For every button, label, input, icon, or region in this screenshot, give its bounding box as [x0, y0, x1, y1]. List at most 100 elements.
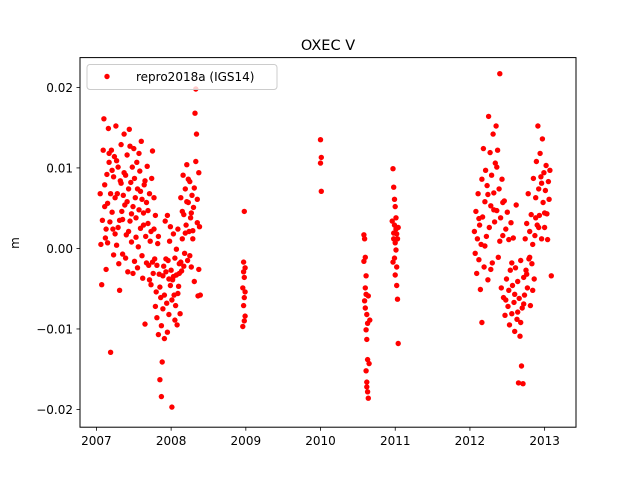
data-point: [97, 191, 103, 197]
data-point: [99, 217, 106, 223]
data-point: [176, 270, 182, 277]
data-point: [533, 195, 539, 201]
data-point: [500, 232, 506, 239]
data-point: [113, 242, 120, 248]
legend-label: repro2018a (IGS14): [136, 70, 254, 84]
data-point: [140, 222, 147, 228]
data-point: [364, 389, 371, 395]
data-point: [125, 186, 132, 192]
data-point: [363, 327, 369, 333]
data-point: [170, 231, 177, 237]
data-point: [128, 179, 134, 186]
data-point: [136, 150, 142, 157]
data-point: [494, 164, 500, 170]
data-point: [191, 185, 197, 191]
data-point: [474, 270, 480, 277]
data-point: [391, 255, 398, 261]
data-point: [362, 305, 368, 311]
data-point: [182, 230, 188, 236]
data-point: [119, 208, 125, 215]
data-point: [196, 170, 202, 176]
data-point: [514, 316, 520, 322]
data-point: [102, 235, 109, 241]
data-point: [184, 199, 190, 205]
data-point: [104, 240, 111, 246]
data-point: [518, 319, 524, 326]
data-point: [190, 228, 196, 234]
data-point: [525, 191, 531, 197]
data-point: [530, 241, 536, 248]
data-point: [527, 254, 533, 260]
data-point: [135, 244, 141, 250]
data-point: [527, 228, 533, 235]
data-point: [517, 333, 523, 339]
data-point: [190, 204, 197, 211]
data-point: [145, 207, 151, 214]
data-point: [127, 218, 133, 224]
data-point: [538, 174, 544, 180]
data-point: [188, 264, 194, 270]
data-point: [196, 224, 203, 230]
data-point: [392, 203, 398, 210]
data-point: [149, 148, 156, 154]
data-point: [160, 273, 166, 279]
data-point: [391, 184, 397, 190]
data-point: [122, 255, 129, 261]
data-point: [474, 236, 481, 242]
data-point: [476, 257, 482, 263]
data-point: [496, 186, 502, 192]
data-point: [175, 283, 182, 289]
data-point: [118, 141, 124, 148]
data-point: [485, 113, 492, 120]
data-point: [364, 336, 370, 343]
data-point: [524, 285, 531, 291]
data-point: [121, 131, 127, 137]
data-point: [172, 302, 179, 309]
data-point: [106, 159, 112, 165]
data-point: [393, 247, 399, 253]
data-point: [106, 150, 112, 157]
data-point: [107, 191, 114, 197]
data-point: [178, 259, 184, 265]
data-point: [196, 266, 202, 273]
data-point: [509, 260, 515, 266]
data-point: [482, 167, 489, 173]
data-point: [364, 379, 370, 385]
y-tick-label: 0.01: [46, 161, 73, 175]
chart-title: OXEC V: [301, 38, 355, 54]
data-point: [495, 254, 501, 260]
data-point: [141, 182, 147, 188]
data-point: [504, 209, 510, 215]
data-point: [491, 190, 497, 196]
data-point: [318, 188, 324, 194]
data-point: [194, 196, 200, 202]
data-point: [110, 174, 117, 180]
data-point: [191, 278, 197, 285]
data-point: [163, 269, 169, 275]
data-point: [241, 294, 247, 301]
data-point: [527, 302, 534, 309]
data-point: [155, 240, 161, 247]
data-point: [472, 250, 478, 256]
data-point: [503, 297, 509, 303]
data-point: [131, 175, 138, 182]
data-point: [125, 228, 132, 235]
data-point: [530, 287, 536, 293]
data-point: [505, 303, 511, 310]
data-points: [97, 71, 554, 410]
data-point: [157, 377, 163, 383]
y-tick-label: 0.00: [46, 242, 73, 256]
data-point: [148, 282, 154, 288]
data-point: [167, 282, 174, 289]
data-point: [528, 211, 534, 218]
data-point: [113, 158, 120, 164]
data-point: [181, 263, 187, 269]
y-tick-label: 0.02: [46, 81, 73, 95]
data-point: [161, 335, 168, 342]
data-point: [194, 220, 200, 226]
data-point: [485, 191, 491, 198]
data-point: [240, 323, 246, 330]
data-point: [168, 267, 174, 273]
data-point: [184, 257, 191, 264]
data-point: [540, 199, 546, 206]
